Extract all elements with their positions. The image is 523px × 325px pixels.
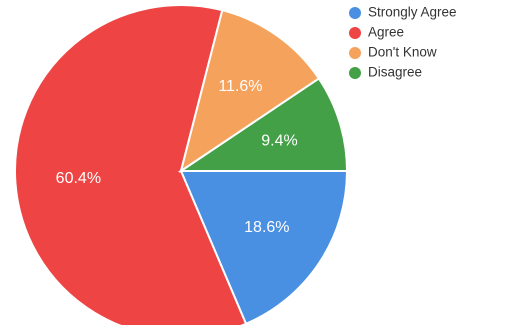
pie-slice-labels: 18.6% 60.4% 11.6% 9.4%: [56, 78, 298, 236]
slice-label-disagree: 9.4%: [261, 132, 297, 149]
pie-slices: [14, 4, 349, 325]
legend-marker-strongly-agree: [349, 7, 361, 19]
legend-label-agree: Agree: [368, 25, 404, 40]
pie-slice-agree: [14, 4, 248, 325]
slice-label-strongly-agree: 18.6%: [244, 219, 289, 236]
legend-marker-don-t-know: [349, 47, 361, 59]
legend-marker-agree: [349, 27, 361, 39]
slice-label-don-t-know: 11.6%: [218, 78, 262, 95]
legend-marker-disagree: [349, 67, 361, 79]
legend-label-disagree: Disagree: [368, 65, 422, 80]
slice-label-agree: 60.4%: [56, 170, 101, 187]
pie-slice-strongly-agree: [179, 170, 349, 325]
legend-label-don-t-know: Don't Know: [368, 45, 437, 60]
pie-slice-don-t-know: [179, 8, 321, 174]
pie-slice-disagree: [177, 77, 349, 172]
legend-label-strongly-agree: Strongly Agree: [368, 5, 457, 20]
chart-legend: Strongly Agree Agree Don't Know Disagree: [349, 5, 457, 80]
